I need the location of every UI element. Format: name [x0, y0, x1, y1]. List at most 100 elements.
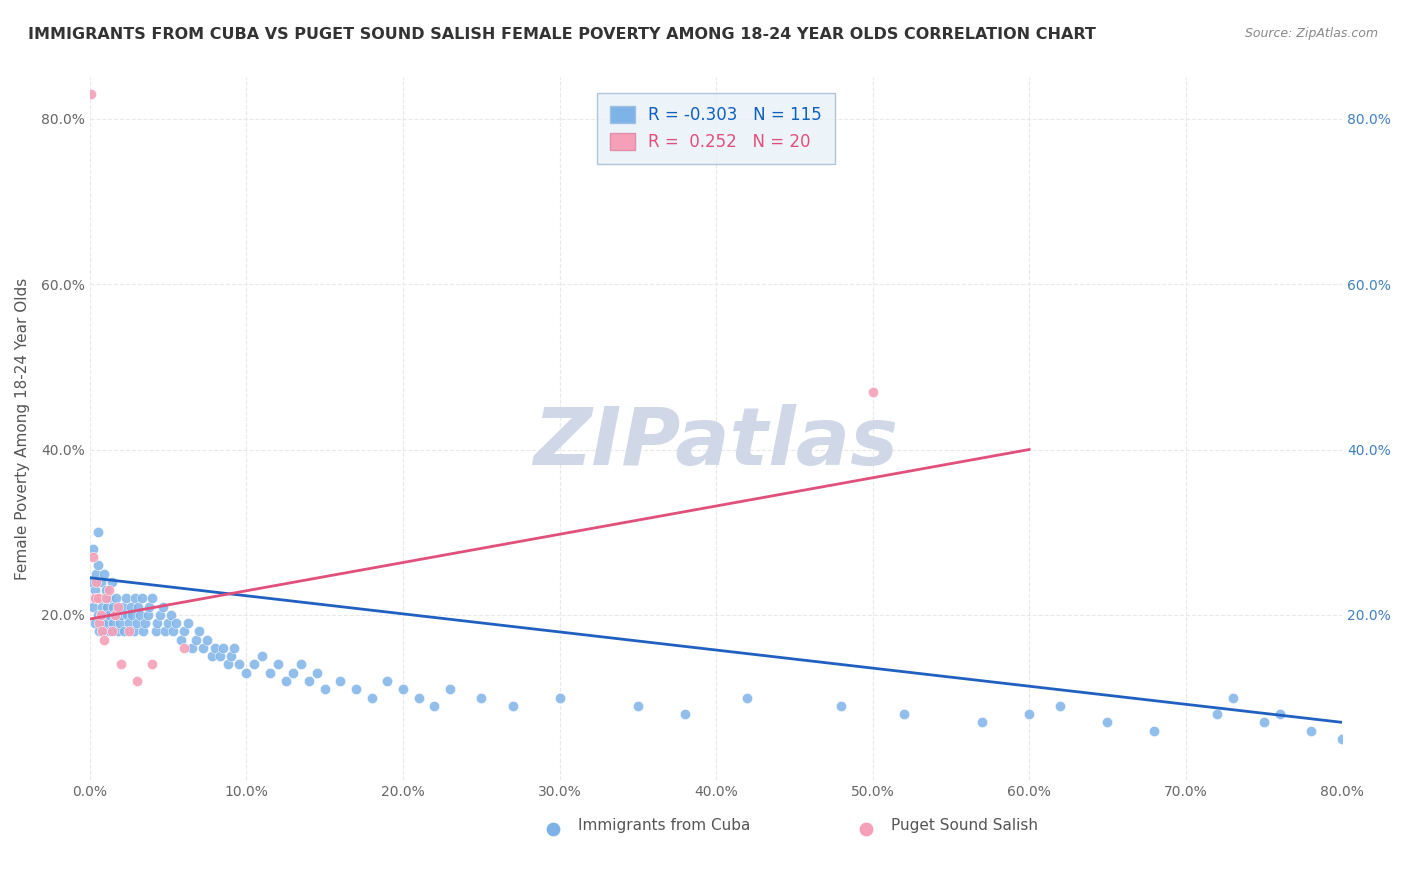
Point: [329, 673, 352, 688]
Point: [94, 583, 117, 598]
Point: [548, 690, 571, 705]
Point: [136, 607, 159, 622]
Point: [408, 690, 430, 705]
Point: [89, 616, 111, 631]
Point: [274, 673, 297, 688]
Point: [439, 682, 461, 697]
Point: [290, 657, 312, 672]
Point: [89, 624, 111, 639]
Point: [110, 657, 132, 672]
Point: [82, 541, 104, 556]
Point: [893, 707, 915, 722]
Point: [98, 624, 121, 639]
Point: [94, 591, 117, 606]
Point: [191, 640, 214, 655]
Point: [188, 624, 211, 639]
Point: [93, 632, 115, 647]
Point: [103, 599, 125, 614]
Point: [423, 698, 446, 713]
Point: [737, 690, 759, 705]
Point: [90, 607, 112, 622]
Point: [1049, 831, 1071, 846]
Point: [83, 616, 105, 631]
Point: [120, 599, 142, 614]
Point: [112, 624, 135, 639]
Point: [1143, 723, 1166, 738]
Point: [153, 624, 176, 639]
Point: [201, 649, 224, 664]
Point: [89, 591, 111, 606]
Point: [169, 632, 191, 647]
Point: [138, 599, 160, 614]
Point: [157, 616, 180, 631]
Point: [91, 624, 114, 639]
Point: [141, 657, 163, 672]
Text: Source: ZipAtlas.com: Source: ZipAtlas.com: [1244, 27, 1378, 40]
Point: [208, 649, 231, 664]
Point: [204, 640, 226, 655]
Point: [115, 591, 138, 606]
Point: [97, 607, 120, 622]
Point: [132, 624, 155, 639]
Point: [93, 566, 115, 581]
Point: [1268, 707, 1291, 722]
Point: [160, 607, 183, 622]
Point: [305, 665, 328, 680]
Point: [152, 599, 174, 614]
Point: [146, 616, 169, 631]
Point: [91, 616, 114, 631]
Point: [145, 624, 167, 639]
Point: [90, 607, 112, 622]
Point: [110, 607, 132, 622]
Point: [84, 591, 107, 606]
Point: [127, 599, 149, 614]
Point: [862, 384, 884, 399]
Point: [283, 665, 305, 680]
Point: [124, 591, 146, 606]
Point: [502, 698, 524, 713]
Point: [108, 616, 131, 631]
Point: [125, 673, 148, 688]
Point: [1253, 715, 1275, 730]
Point: [83, 591, 105, 606]
Point: [259, 665, 281, 680]
Point: [94, 607, 117, 622]
Point: [212, 640, 235, 655]
Point: [83, 583, 105, 598]
Point: [173, 624, 195, 639]
Point: [165, 616, 187, 631]
Point: [111, 599, 134, 614]
Point: [86, 558, 108, 573]
Point: [627, 698, 650, 713]
Point: [134, 616, 156, 631]
Point: [118, 624, 141, 639]
Text: ZIPatlas: ZIPatlas: [533, 404, 898, 482]
Text: Immigrants from Cuba: Immigrants from Cuba: [578, 819, 751, 833]
Point: [97, 591, 120, 606]
Point: [267, 657, 290, 672]
Point: [100, 624, 122, 639]
Point: [103, 616, 125, 631]
Point: [96, 599, 118, 614]
Text: Puget Sound Salish: Puget Sound Salish: [891, 819, 1039, 833]
Point: [1331, 731, 1354, 746]
Point: [1299, 723, 1322, 738]
Point: [360, 690, 382, 705]
Point: [86, 607, 108, 622]
Point: [122, 624, 145, 639]
Text: IMMIGRANTS FROM CUBA VS PUGET SOUND SALISH FEMALE POVERTY AMONG 18-24 YEAR OLDS : IMMIGRANTS FROM CUBA VS PUGET SOUND SALI…: [28, 27, 1097, 42]
Point: [673, 707, 696, 722]
Point: [1222, 690, 1244, 705]
Point: [298, 673, 321, 688]
Point: [82, 549, 104, 564]
Point: [93, 591, 115, 606]
Point: [392, 682, 415, 697]
Point: [121, 607, 143, 622]
Point: [222, 640, 245, 655]
Point: [250, 649, 273, 664]
Point: [344, 682, 367, 697]
Point: [470, 690, 492, 705]
Point: [180, 640, 202, 655]
Point: [107, 624, 129, 639]
Point: [107, 599, 129, 614]
